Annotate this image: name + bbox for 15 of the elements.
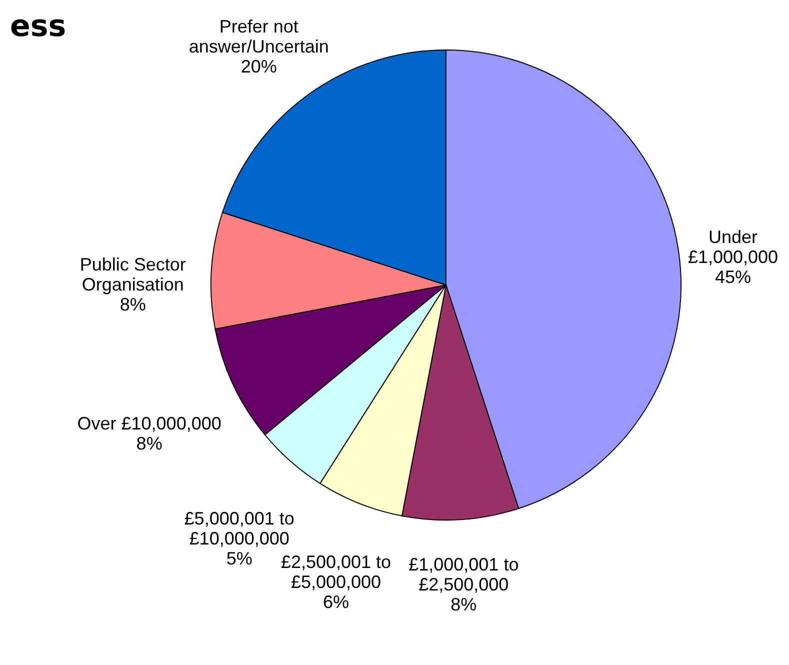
slice-label: £2,500,001 to £5,000,000 — [280, 552, 392, 592]
slice-label: £5,000,001 to £10,000,000 — [184, 508, 294, 548]
data-label: 8% — [450, 594, 477, 614]
slice-label: Over £10,000,000 — [77, 414, 222, 434]
data-label: 8% — [136, 434, 162, 454]
slice-label: Public Sector Organisation — [80, 254, 186, 294]
data-label: 6% — [322, 592, 350, 612]
chart-title: ess — [10, 9, 66, 44]
slice-label: £1,000,001 to £2,500,000 — [408, 554, 519, 594]
data-label: 20% — [240, 56, 277, 76]
slice-label: Under £1,000,000 — [688, 226, 778, 267]
data-label: 45% — [714, 266, 752, 287]
data-label: 5% — [226, 548, 252, 568]
data-label: 8% — [120, 294, 146, 314]
slice-label: Prefer not answer/Uncertain — [188, 16, 329, 56]
